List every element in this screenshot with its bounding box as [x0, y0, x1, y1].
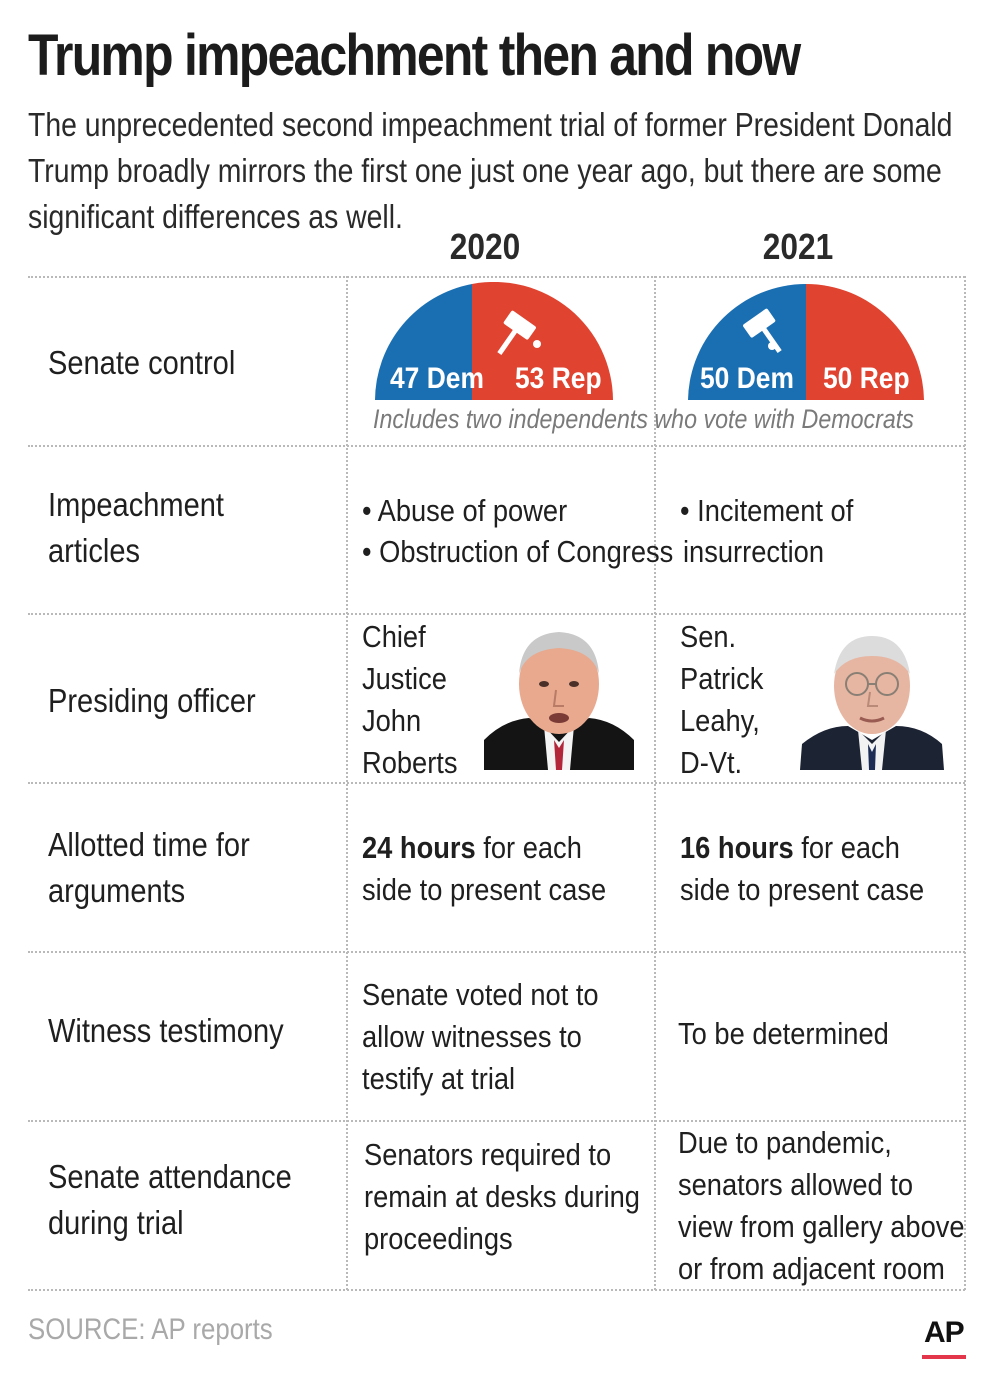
page-title: Trump impeachment then and now — [28, 23, 801, 88]
presiding-2020-line3: John — [362, 703, 422, 738]
attendance-2020-line1: Senators required to — [364, 1137, 612, 1172]
time-2021-line1: 16 hours for each — [680, 827, 900, 869]
senate-control-2020-chart — [375, 282, 613, 400]
presiding-2021-line1: Sen. — [680, 619, 737, 654]
rep-count-2021: 50 Rep — [823, 362, 910, 395]
row-divider — [28, 782, 965, 784]
row-divider — [28, 613, 965, 615]
column-divider — [346, 276, 348, 1290]
row-label-attendance-line1: Senate attendance — [48, 1158, 292, 1195]
presiding-2020-line1: Chief — [362, 619, 426, 654]
gavel-icon — [743, 308, 782, 353]
rep-seats-2020-semicircle — [472, 282, 613, 400]
presiding-2021-line4: D-Vt. — [680, 745, 743, 780]
time-2021-hours: 16 hours — [680, 830, 794, 865]
independents-note: Includes two independents who vote with … — [373, 404, 914, 434]
row-label-senate-control: Senate control — [48, 344, 236, 381]
row-divider — [28, 1120, 965, 1122]
row-label-time-line2: arguments — [48, 872, 186, 909]
time-2020-line2: side to present case — [362, 872, 607, 907]
presiding-2021-line2: Patrick — [680, 661, 764, 696]
gavel-icon — [497, 310, 536, 355]
witness-2020-line3: testify at trial — [362, 1061, 516, 1096]
ap-logo: AP — [924, 1316, 965, 1349]
row-label-attendance-line2: during trial — [48, 1204, 184, 1241]
page-subtitle: The unprecedented second impeachment tri… — [28, 106, 953, 235]
attendance-2021-line1: Due to pandemic, — [678, 1125, 892, 1160]
attendance-2021-line4: or from adjacent room — [678, 1251, 945, 1286]
witness-2020-line1: Senate voted not to — [362, 977, 599, 1012]
article-2020-abuse: • Abuse of power — [362, 493, 568, 528]
time-2021-line2: side to present case — [680, 872, 925, 907]
presiding-2021-line3: Leahy, — [680, 703, 760, 738]
time-2020-line1: 24 hours for each — [362, 827, 582, 869]
year-2020-header: 2020 — [449, 226, 521, 267]
presiding-2020-line2: Justice — [362, 661, 447, 696]
article-2021-line1: • Incitement of — [680, 493, 854, 528]
column-divider — [654, 276, 656, 1290]
witness-2021: To be determined — [678, 1016, 889, 1051]
attendance-2021-line2: senators allowed to — [678, 1167, 914, 1202]
rep-seats-2021-semicircle — [806, 284, 924, 400]
attendance-2020-line3: proceedings — [364, 1221, 513, 1256]
row-divider — [28, 951, 965, 953]
rep-count-2020: 53 Rep — [515, 362, 602, 395]
dem-count-2021: 50 Dem — [700, 362, 794, 395]
patrick-leahy-photo — [800, 636, 944, 770]
year-2021-header: 2021 — [762, 226, 834, 267]
presiding-2020-line4: Roberts — [362, 745, 458, 780]
time-2020-hours: 24 hours — [362, 830, 476, 865]
row-label-time-line1: Allotted time for — [48, 826, 250, 863]
dem-count-2020: 47 Dem — [390, 362, 484, 395]
ap-logo-underline — [922, 1355, 966, 1359]
row-label-witness: Witness testimony — [48, 1012, 284, 1049]
row-label-articles-line1: Impeachment — [48, 486, 224, 523]
dem-seats-2020-semicircle — [375, 284, 472, 400]
time-2021-for-each: for each — [793, 830, 900, 865]
row-divider — [28, 276, 965, 278]
row-label-presiding: Presiding officer — [48, 682, 256, 719]
row-divider — [28, 1289, 965, 1291]
time-2020-for-each: for each — [475, 830, 582, 865]
row-divider — [28, 445, 965, 447]
source-credit: SOURCE: AP reports — [28, 1313, 273, 1346]
article-2020-obstruction: • Obstruction of Congress — [362, 534, 674, 569]
attendance-2020-line2: remain at desks during — [364, 1179, 640, 1214]
senate-control-2021-chart — [688, 284, 924, 400]
witness-2020-line2: allow witnesses to — [362, 1019, 582, 1054]
dem-seats-2021-semicircle — [688, 284, 806, 400]
article-2021-line2: insurrection — [683, 534, 825, 569]
row-label-articles-line2: articles — [48, 532, 140, 569]
attendance-2021-line3: view from gallery above — [678, 1209, 965, 1244]
john-roberts-photo — [484, 632, 634, 770]
column-divider — [964, 276, 966, 1290]
